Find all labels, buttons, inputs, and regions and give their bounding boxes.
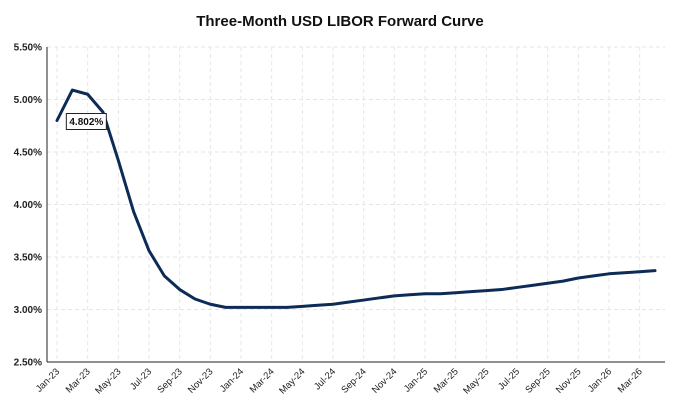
x-tick-label: Nov-23 [186,366,215,395]
grid-layer [47,46,665,362]
annotation-layer: 4.802% [65,113,107,130]
x-tick-label: Jan-26 [586,366,614,394]
series-layer [55,88,657,309]
x-tick-label: Jul-25 [496,366,522,392]
data-label: 4.802% [69,117,103,128]
x-tick-label: May-23 [93,366,123,396]
data-label-box [65,113,107,130]
x-tick-label: Nov-25 [554,366,583,395]
x-axis-ticks: Jan-23 Mar-23 May-23 Jul-23 Sep-23 Nov-23 Jan-… [34,366,645,396]
y-tick-label: 4.00% [14,200,42,211]
y-tick-label: 4.50% [14,148,42,159]
x-tick-label: May-25 [461,366,491,396]
x-tick-label: Mar-26 [616,366,645,395]
x-tick-label: May-24 [277,366,307,396]
x-tick-label: Jul-23 [128,366,154,392]
axes-layer [46,47,665,363]
x-tick-label: Jan-23 [34,366,62,394]
series-line [55,88,657,309]
y-tick-label: 3.00% [14,305,42,316]
y-tick-label: 5.50% [14,43,42,54]
x-tick-label: Sep-25 [523,366,552,395]
x-tick-label: Sep-23 [155,366,184,395]
y-tick-label: 3.50% [14,253,42,264]
x-tick-label: Mar-25 [432,366,461,395]
x-tick-label: Sep-24 [339,366,368,395]
y-axis-ticks: 2.50% 3.00% 3.50% 4.00% 4.50% 5.00% 5.50% [14,43,42,369]
x-tick-label: Nov-24 [370,366,399,395]
x-tick-label: Jan-25 [402,366,430,394]
x-tick-label: Mar-24 [248,366,277,395]
chart-title: Three-Month USD LIBOR Forward Curve [196,13,484,30]
y-tick-label: 2.50% [14,358,42,369]
x-tick-label: Jan-24 [218,366,246,394]
x-tick-label: Jul-24 [312,366,338,392]
y-tick-label: 5.00% [14,95,42,106]
x-tick-label: Mar-23 [64,366,93,395]
